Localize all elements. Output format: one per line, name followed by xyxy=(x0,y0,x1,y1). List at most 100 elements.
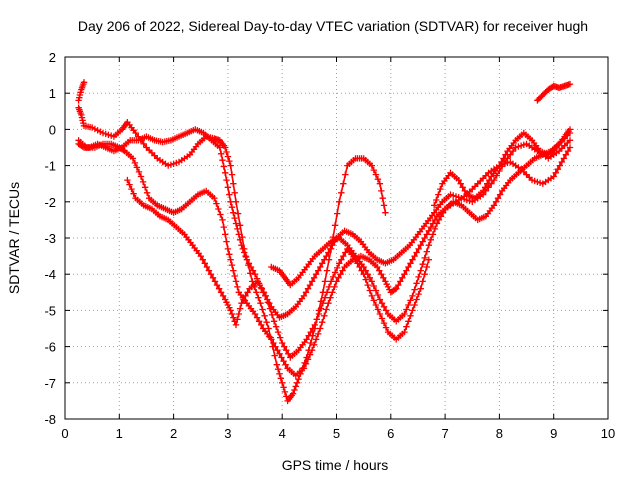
data-point xyxy=(338,189,345,196)
data-point xyxy=(498,158,505,166)
series-track-g xyxy=(431,126,574,209)
data-point xyxy=(273,361,280,368)
data-point xyxy=(566,137,574,144)
x-tick-label: 2 xyxy=(170,426,177,441)
data-point xyxy=(437,213,445,220)
data-point xyxy=(562,151,570,158)
data-point xyxy=(261,312,268,319)
data-point xyxy=(216,144,223,151)
data-point xyxy=(401,328,408,336)
data-point xyxy=(307,339,314,347)
x-tick-label: 6 xyxy=(387,426,394,441)
data-point xyxy=(423,231,430,238)
data-point xyxy=(342,249,349,256)
data-point xyxy=(227,198,234,205)
data-point xyxy=(492,198,500,205)
data-point xyxy=(295,376,302,383)
data-point xyxy=(374,263,381,271)
data-point xyxy=(217,150,225,157)
data-point xyxy=(129,155,137,162)
data-point xyxy=(141,184,149,191)
data-point xyxy=(323,252,330,260)
data-point xyxy=(378,187,385,195)
data-point xyxy=(395,281,402,289)
data-point xyxy=(409,292,416,300)
data-point xyxy=(479,187,487,195)
data-point xyxy=(433,220,441,227)
data-point xyxy=(379,195,386,202)
data-point xyxy=(227,256,234,263)
data-point xyxy=(128,185,135,193)
data-point xyxy=(223,176,230,184)
data-point xyxy=(376,267,383,274)
data-point xyxy=(334,264,341,272)
data-point xyxy=(313,316,320,323)
data-point xyxy=(362,276,369,283)
data-point xyxy=(360,263,367,271)
data-point xyxy=(466,197,473,205)
data-point xyxy=(336,198,343,205)
data-point xyxy=(232,220,240,227)
series-track-f xyxy=(268,129,574,325)
data-point xyxy=(285,350,292,357)
data-point xyxy=(321,278,329,285)
data-point xyxy=(222,296,229,303)
gridlines xyxy=(65,57,608,419)
data-point xyxy=(370,297,377,304)
x-axis-ticks: 0 1 2 3 4 5 6 7 8 9 10 xyxy=(61,57,615,441)
data-point xyxy=(391,286,399,293)
data-point xyxy=(279,339,286,347)
data-point xyxy=(235,310,242,318)
data-point xyxy=(224,245,232,253)
data-point xyxy=(403,267,410,274)
data-point xyxy=(494,195,502,202)
data-point xyxy=(372,171,380,178)
data-point xyxy=(431,225,439,233)
data-point xyxy=(253,289,260,296)
data-point xyxy=(236,305,244,312)
data-point xyxy=(219,216,226,224)
data-point xyxy=(368,292,375,300)
data-point xyxy=(427,236,434,243)
data-point xyxy=(254,278,261,285)
data-point xyxy=(399,274,406,281)
y-tick-label: 0 xyxy=(49,122,56,137)
data-point xyxy=(135,168,143,176)
data-point xyxy=(274,366,282,373)
data-point xyxy=(308,347,316,354)
data-point xyxy=(319,300,327,307)
data-point xyxy=(493,172,500,179)
data-point xyxy=(244,289,251,296)
data-point xyxy=(317,325,324,332)
data-point xyxy=(236,222,244,229)
data-point xyxy=(139,178,147,186)
data-point xyxy=(130,190,137,197)
data-point xyxy=(278,354,285,361)
data-point xyxy=(321,256,328,263)
data-point xyxy=(421,234,428,242)
data-point xyxy=(317,305,325,312)
data-point xyxy=(325,283,333,291)
data-point xyxy=(310,274,318,281)
data-point xyxy=(335,274,342,281)
data-point xyxy=(380,202,388,209)
data-point xyxy=(413,296,420,303)
data-point xyxy=(459,184,466,191)
data-point xyxy=(217,211,224,218)
x-tick-label: 5 xyxy=(333,426,340,441)
data-point xyxy=(380,303,388,310)
data-point xyxy=(376,296,384,303)
data-point xyxy=(401,310,408,318)
data-point xyxy=(226,157,233,165)
y-tick-label: -4 xyxy=(44,267,56,282)
data-point xyxy=(258,285,265,292)
data-point xyxy=(291,386,298,394)
data-point xyxy=(556,162,563,169)
data-point xyxy=(340,252,347,260)
data-point xyxy=(224,153,232,160)
data-point xyxy=(228,261,236,269)
data-point xyxy=(276,370,283,377)
data-point xyxy=(253,314,261,321)
data-point xyxy=(304,285,312,292)
data-point xyxy=(80,79,88,86)
